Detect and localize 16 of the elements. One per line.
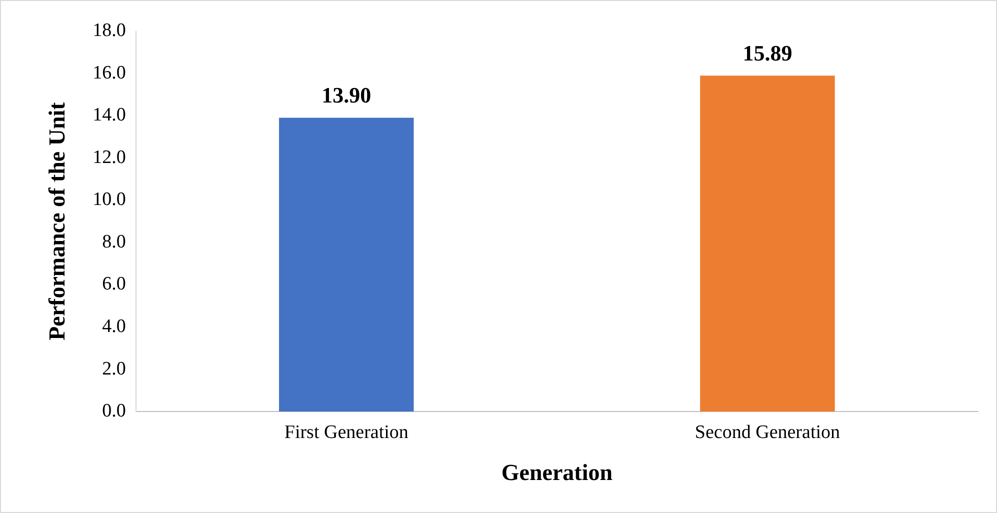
y-tick-label: 8.0 bbox=[102, 231, 126, 252]
y-tick-label: 12.0 bbox=[92, 146, 126, 168]
y-tick-label: 2.0 bbox=[102, 358, 126, 380]
y-tick-label: 16.0 bbox=[92, 62, 126, 84]
y-tick-label: 14.0 bbox=[92, 104, 126, 126]
data-label: 15.89 bbox=[742, 40, 792, 66]
y-tick-label: 0.0 bbox=[102, 400, 126, 422]
y-tick-label: 18.0 bbox=[92, 20, 126, 41]
y-tick-label: 4.0 bbox=[102, 316, 126, 338]
y-tick-label: 6.0 bbox=[102, 274, 126, 295]
x-axis-title: Generation bbox=[501, 460, 613, 486]
x-tick-label: First Generation bbox=[284, 422, 409, 443]
data-label: 13.90 bbox=[322, 82, 372, 108]
y-axis-title: Performance of the Unit bbox=[44, 102, 70, 340]
y-tick-label: 10.0 bbox=[92, 189, 126, 210]
x-tick-label: Second Generation bbox=[694, 422, 841, 443]
